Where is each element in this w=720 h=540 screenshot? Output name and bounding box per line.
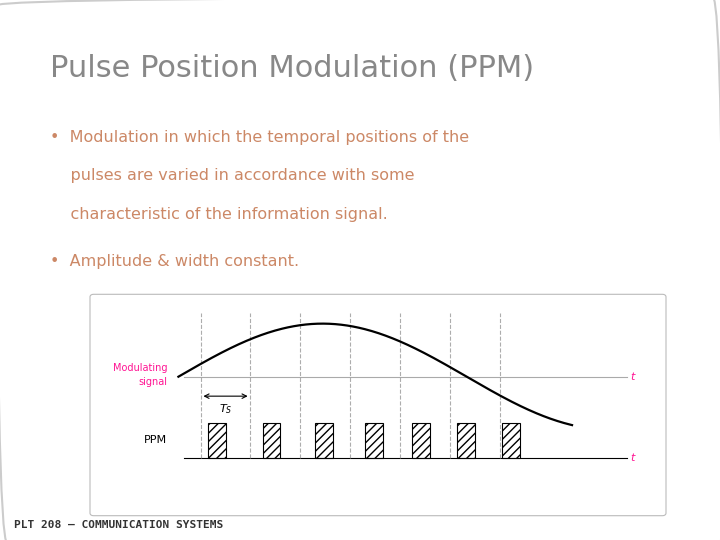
- Text: t: t: [630, 453, 634, 463]
- Text: characteristic of the information signal.: characteristic of the information signal…: [50, 207, 388, 222]
- Bar: [457, 423, 474, 458]
- Text: •  Modulation in which the temporal positions of the: • Modulation in which the temporal posit…: [50, 130, 469, 145]
- Text: $T_S$: $T_S$: [219, 402, 233, 416]
- Bar: [263, 423, 280, 458]
- Text: •  Amplitude & width constant.: • Amplitude & width constant.: [50, 254, 300, 269]
- Text: PPM: PPM: [144, 435, 167, 445]
- Bar: [208, 423, 226, 458]
- FancyBboxPatch shape: [90, 294, 666, 516]
- Text: Pulse Position Modulation (PPM): Pulse Position Modulation (PPM): [50, 54, 534, 83]
- Bar: [502, 423, 520, 458]
- Text: PLT 208 – COMMUNICATION SYSTEMS: PLT 208 – COMMUNICATION SYSTEMS: [14, 520, 224, 530]
- Bar: [412, 423, 430, 458]
- Text: Modulating
signal: Modulating signal: [113, 363, 167, 387]
- Text: pulses are varied in accordance with some: pulses are varied in accordance with som…: [50, 168, 415, 184]
- Text: t: t: [630, 372, 634, 382]
- Bar: [315, 423, 333, 458]
- Bar: [365, 423, 382, 458]
